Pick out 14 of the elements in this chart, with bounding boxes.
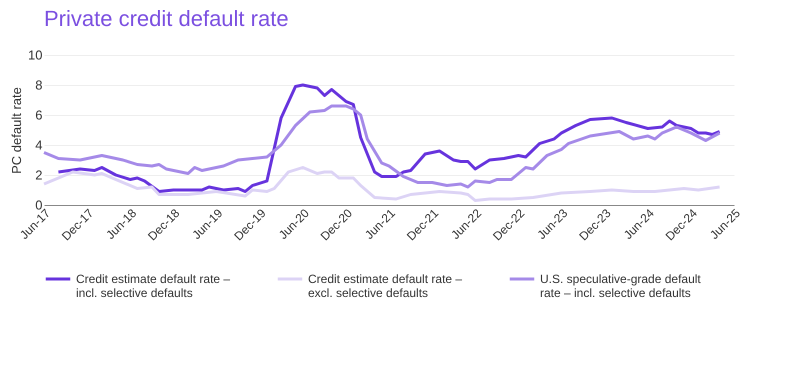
y-tick-label: 6 (35, 108, 42, 122)
legend-label: Credit estimate default rate – excl. selective defaults (308, 272, 462, 300)
y-tick-label: 4 (35, 138, 42, 152)
y-tick-label: 2 (35, 168, 42, 182)
legend-label: U.S. speculative-grade default rate – incl. selective defaults (540, 272, 702, 300)
y-tick-label: 8 (35, 78, 42, 92)
y-tick-label: 0 (35, 198, 42, 212)
line-series (56, 84, 722, 193)
y-axis-title: PC default rate (9, 87, 24, 174)
line-series (42, 104, 722, 188)
chart-title: Private credit default rate (44, 6, 289, 31)
line-series (42, 166, 722, 202)
y-tick-label: 10 (28, 48, 42, 62)
legend-label: Credit estimate default rate – incl. selective defaults (76, 272, 230, 300)
